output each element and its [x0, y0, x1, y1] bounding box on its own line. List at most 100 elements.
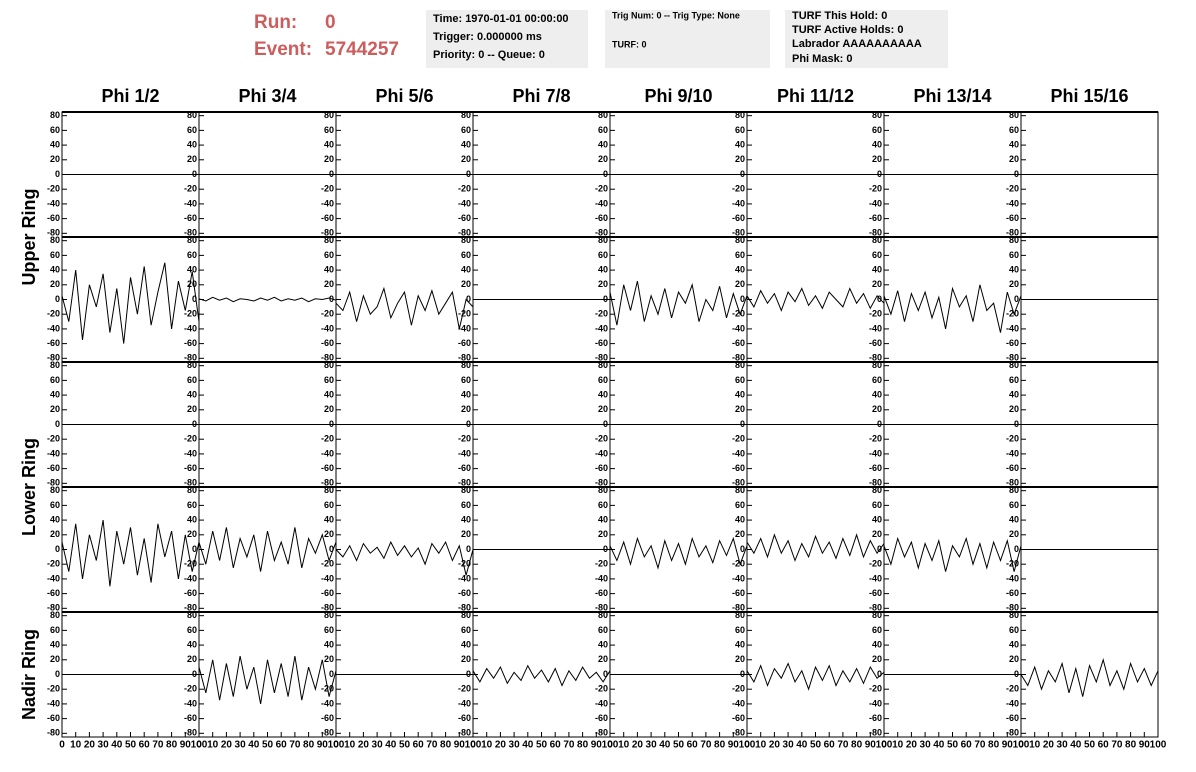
y-tick-label: -40	[732, 198, 745, 208]
info-text: Trigger: 0.000000 ms	[433, 31, 542, 43]
x-tick-label: 0	[333, 740, 339, 751]
y-tick-label: 60	[598, 125, 608, 135]
y-tick-label: 20	[324, 404, 334, 414]
y-tick-label: 20	[872, 154, 882, 164]
x-tick-label: 20	[495, 740, 507, 751]
y-tick-label: -80	[732, 228, 745, 238]
waveform	[609, 536, 748, 570]
column-title: Phi 15/16	[1050, 86, 1128, 106]
x-tick-label: 70	[152, 740, 164, 751]
x-tick-label: 100	[191, 740, 208, 751]
y-tick-label: 40	[187, 514, 197, 524]
x-tick-label: 20	[221, 740, 233, 751]
x-tick-label: 90	[591, 740, 603, 751]
x-tick-label: 0	[607, 740, 613, 751]
x-tick-label: 90	[454, 740, 466, 751]
y-tick-label: 0	[466, 669, 471, 679]
y-tick-label: -20	[869, 684, 882, 694]
y-tick-label: 20	[735, 279, 745, 289]
y-tick-label: 40	[598, 139, 608, 149]
x-tick-label: 10	[618, 740, 630, 751]
y-tick-label: 40	[1009, 514, 1019, 524]
y-tick-label: -60	[1006, 463, 1019, 473]
y-tick-label: -80	[184, 603, 197, 613]
y-tick-label: 0	[192, 544, 197, 554]
y-tick-label: 40	[735, 514, 745, 524]
y-tick-label: -40	[869, 698, 882, 708]
y-tick-label: -20	[869, 559, 882, 569]
x-tick-label: 70	[837, 740, 849, 751]
y-tick-label: -20	[595, 309, 608, 319]
y-tick-label: 60	[324, 625, 334, 635]
x-tick-label: 50	[673, 740, 685, 751]
y-tick-label: -20	[732, 434, 745, 444]
y-tick-label: 20	[50, 279, 60, 289]
y-tick-label: -40	[458, 198, 471, 208]
x-tick-label: 0	[470, 740, 476, 751]
x-tick-label: 10	[481, 740, 493, 751]
x-tick-label: 100	[465, 740, 482, 751]
y-tick-label: -60	[732, 338, 745, 348]
y-tick-label: -20	[458, 559, 471, 569]
y-tick-label: 20	[461, 529, 471, 539]
column-title: Phi 11/12	[777, 86, 854, 106]
panel-frame	[883, 486, 1022, 613]
y-tick-label: 40	[324, 264, 334, 274]
y-tick-label: 0	[1014, 169, 1019, 179]
panel-frame	[746, 236, 885, 363]
y-tick-label: 60	[187, 125, 197, 135]
y-tick-label: 60	[187, 375, 197, 385]
y-tick-label: -60	[1006, 213, 1019, 223]
y-tick-label: -80	[1006, 228, 1019, 238]
panel-frame	[335, 236, 474, 363]
x-tick-label: 50	[1084, 740, 1096, 751]
y-tick-label: 20	[461, 404, 471, 414]
y-tick-label: 60	[598, 375, 608, 385]
x-tick-label: 90	[180, 740, 192, 751]
info-text: Labrador AAAAAAAAAA	[792, 38, 922, 50]
y-tick-label: -40	[595, 323, 608, 333]
y-tick-label: 0	[877, 669, 882, 679]
y-tick-label: 20	[324, 279, 334, 289]
y-tick-label: -20	[869, 309, 882, 319]
y-tick-label: 0	[55, 544, 60, 554]
y-tick-label: 0	[329, 169, 334, 179]
y-tick-label: -40	[1006, 698, 1019, 708]
y-tick-label: -80	[458, 478, 471, 488]
y-tick-label: 40	[598, 389, 608, 399]
y-tick-label: 40	[872, 639, 882, 649]
x-tick-label: 50	[536, 740, 548, 751]
y-tick-label: -20	[321, 684, 334, 694]
y-tick-label: -40	[1006, 198, 1019, 208]
y-tick-label: 40	[50, 264, 60, 274]
y-tick-label: 80	[1009, 235, 1019, 245]
y-tick-label: -60	[595, 713, 608, 723]
x-tick-label: 40	[659, 740, 671, 751]
x-tick-label: 30	[646, 740, 658, 751]
x-tick-label: 30	[235, 740, 247, 751]
y-tick-label: 80	[735, 485, 745, 495]
y-tick-label: 0	[192, 669, 197, 679]
x-tick-label: 60	[276, 740, 288, 751]
y-tick-label: 20	[187, 529, 197, 539]
y-tick-label: 60	[187, 625, 197, 635]
x-tick-label: 60	[961, 740, 973, 751]
y-tick-label: 0	[466, 544, 471, 554]
x-tick-label: 40	[1070, 740, 1082, 751]
y-tick-label: -60	[47, 588, 60, 598]
y-tick-label: -60	[184, 338, 197, 348]
y-tick-label: 60	[50, 125, 60, 135]
y-tick-label: 40	[324, 389, 334, 399]
y-tick-label: 40	[461, 639, 471, 649]
y-tick-label: -80	[595, 353, 608, 363]
x-tick-label: 70	[700, 740, 712, 751]
y-tick-label: 80	[50, 485, 60, 495]
y-tick-label: -60	[458, 588, 471, 598]
y-tick-label: 60	[50, 500, 60, 510]
panel-frame	[198, 236, 337, 363]
row-title: Nadir Ring	[19, 629, 39, 720]
y-tick-label: 0	[603, 669, 608, 679]
waveform	[61, 262, 200, 344]
y-tick-label: -60	[458, 213, 471, 223]
y-tick-label: -80	[47, 353, 60, 363]
